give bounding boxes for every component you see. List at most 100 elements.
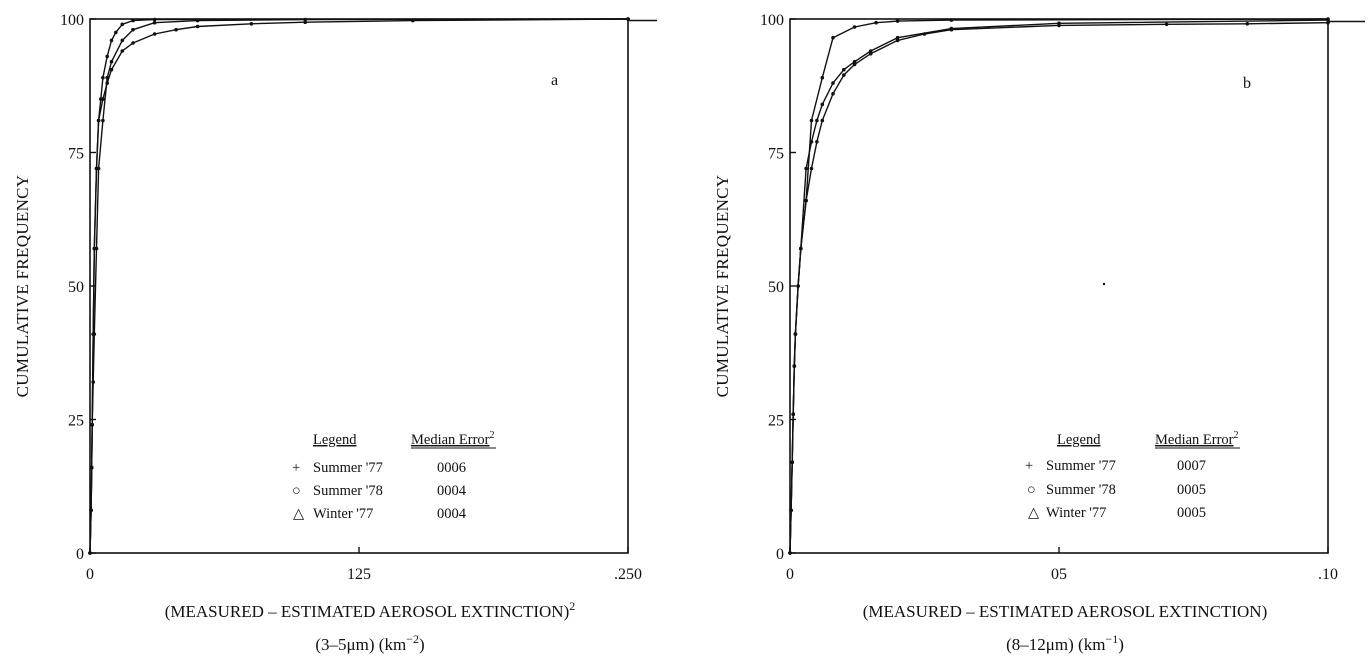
- series-3-point: [303, 20, 308, 25]
- series-1-point: [152, 20, 157, 25]
- series-3-point: [949, 27, 954, 32]
- y-tick-label: 50: [768, 279, 784, 296]
- legend-value-3: 0005: [1177, 505, 1206, 521]
- series-1-point: [949, 18, 954, 22]
- legend-value-1: 0007: [1177, 458, 1206, 474]
- series-3-point: [792, 364, 797, 368]
- series-3-point: [174, 27, 178, 32]
- series-2-point: [152, 17, 157, 22]
- stray-dot: [1102, 282, 1106, 286]
- series-2-point: [815, 118, 819, 123]
- y-tick-label: 25: [68, 413, 84, 430]
- series-1-point: [120, 38, 125, 43]
- series-3-point: [1245, 22, 1250, 26]
- series-2-point: [804, 166, 808, 171]
- x-tick-label: 0: [786, 566, 794, 583]
- y-tick-label: 25: [768, 413, 784, 430]
- legend-marker-2: ○: [292, 483, 301, 499]
- series-3-point: [94, 166, 99, 171]
- series-2-point: [820, 102, 825, 107]
- y-tick-label: 100: [760, 12, 784, 29]
- series-3-point: [120, 49, 125, 53]
- legend-label-2: Summer '78: [313, 483, 383, 499]
- legend-header-right-sup: 2: [1234, 430, 1239, 441]
- series-1-point: [874, 20, 878, 25]
- y-axis-label: CUMULATIVE FREQUENCY: [13, 175, 32, 398]
- legend-marker-3: △: [1028, 505, 1040, 521]
- legend-header-right-sup: 2: [490, 430, 495, 441]
- series-3-point: [793, 332, 798, 336]
- series-2-point: [831, 81, 835, 85]
- series-3-point: [791, 412, 795, 417]
- series-line-3: [89, 18, 629, 554]
- series-3-point: [852, 62, 857, 67]
- y-ticks: 0 25 50 75 100: [60, 12, 96, 563]
- y-axis-label: CUMULATIVE FREQUENCY: [713, 175, 732, 398]
- series-3-point: [789, 508, 793, 513]
- series-2-point: [842, 67, 846, 72]
- series-2-point: [105, 54, 109, 59]
- x-tick-label: 05: [1051, 566, 1067, 583]
- series-1-point: [852, 25, 857, 29]
- x-axis-label-sup: 2: [569, 599, 575, 613]
- x-tick-label: .10: [1318, 566, 1338, 583]
- series-1-point: [109, 59, 114, 64]
- series-3-point: [788, 551, 792, 555]
- series-lines: [788, 17, 1330, 555]
- series-3-point: [109, 67, 114, 72]
- legend-marker-3: △: [293, 506, 305, 522]
- x-axis-unit-text: (8–12μm) (km: [1006, 635, 1105, 654]
- series-3-point: [895, 38, 900, 43]
- series-2-point: [895, 35, 900, 40]
- series-3-point: [799, 246, 803, 251]
- legend-value-2: 0005: [1177, 482, 1206, 498]
- x-axis-unit-end: ): [419, 635, 425, 654]
- series-3-point: [790, 460, 794, 465]
- x-axis-unit-text: (3–5μm) (km: [315, 635, 406, 654]
- series-3-point: [831, 92, 835, 96]
- series-1-point: [820, 75, 825, 80]
- series-3-point: [105, 81, 109, 85]
- y-tick-label: 50: [68, 279, 84, 296]
- series-3-point: [804, 198, 808, 203]
- series-1-point: [101, 118, 105, 123]
- series-2-point: [1326, 18, 1330, 22]
- series-2-point: [131, 18, 135, 23]
- legend-header-right-text: Median Error: [411, 432, 490, 448]
- series-3-point: [152, 32, 157, 36]
- legend-marker-2: ○: [1027, 482, 1036, 498]
- series-3-point: [809, 166, 814, 171]
- series-2-point: [109, 38, 114, 43]
- series-2-point: [852, 59, 857, 64]
- legend-marker-1: +: [292, 460, 300, 476]
- legend: Legend Median Error2 + Summer '77 0007 ○…: [1025, 430, 1240, 521]
- legend-header-right: Median Error2: [411, 430, 495, 448]
- series-3-point: [411, 18, 415, 23]
- x-axis-label-line1: (MEASURED – ESTIMATED AEROSOL EXTINCTION…: [165, 599, 576, 621]
- y-tick-label: 0: [76, 546, 84, 563]
- y-tick-label: 75: [68, 146, 84, 163]
- series-3-point: [89, 508, 93, 513]
- series-3-point: [842, 73, 846, 77]
- series-1-point: [809, 118, 814, 123]
- legend: Legend Median Error2 + Summer '77 0006 ○…: [292, 430, 496, 522]
- x-tick-label: 125: [347, 566, 371, 583]
- y-tick-label: 100: [60, 12, 84, 29]
- y-tick-label: 0: [776, 546, 784, 563]
- series-3-point: [820, 118, 825, 123]
- series-3-point: [91, 332, 95, 336]
- series-2-point: [114, 30, 118, 35]
- y-tick-label: 75: [768, 146, 784, 163]
- series-3-point: [101, 97, 105, 101]
- legend-marker-1: +: [1025, 458, 1033, 474]
- series-3-point: [796, 284, 800, 288]
- legend-label-1: Summer '77: [313, 460, 383, 476]
- legend-value-3: 0004: [437, 506, 467, 522]
- legend-label-2: Summer '78: [1046, 482, 1116, 498]
- series-3-point: [96, 118, 101, 123]
- chart-panel-a: 0 25 50 75 100 0 125 .250 CUMULATIVE FREQUENCY…: [13, 12, 657, 654]
- legend-header-right: Median Error2: [1155, 430, 1239, 448]
- legend-label-3: Winter '77: [1046, 505, 1106, 521]
- series-3-point: [626, 17, 630, 21]
